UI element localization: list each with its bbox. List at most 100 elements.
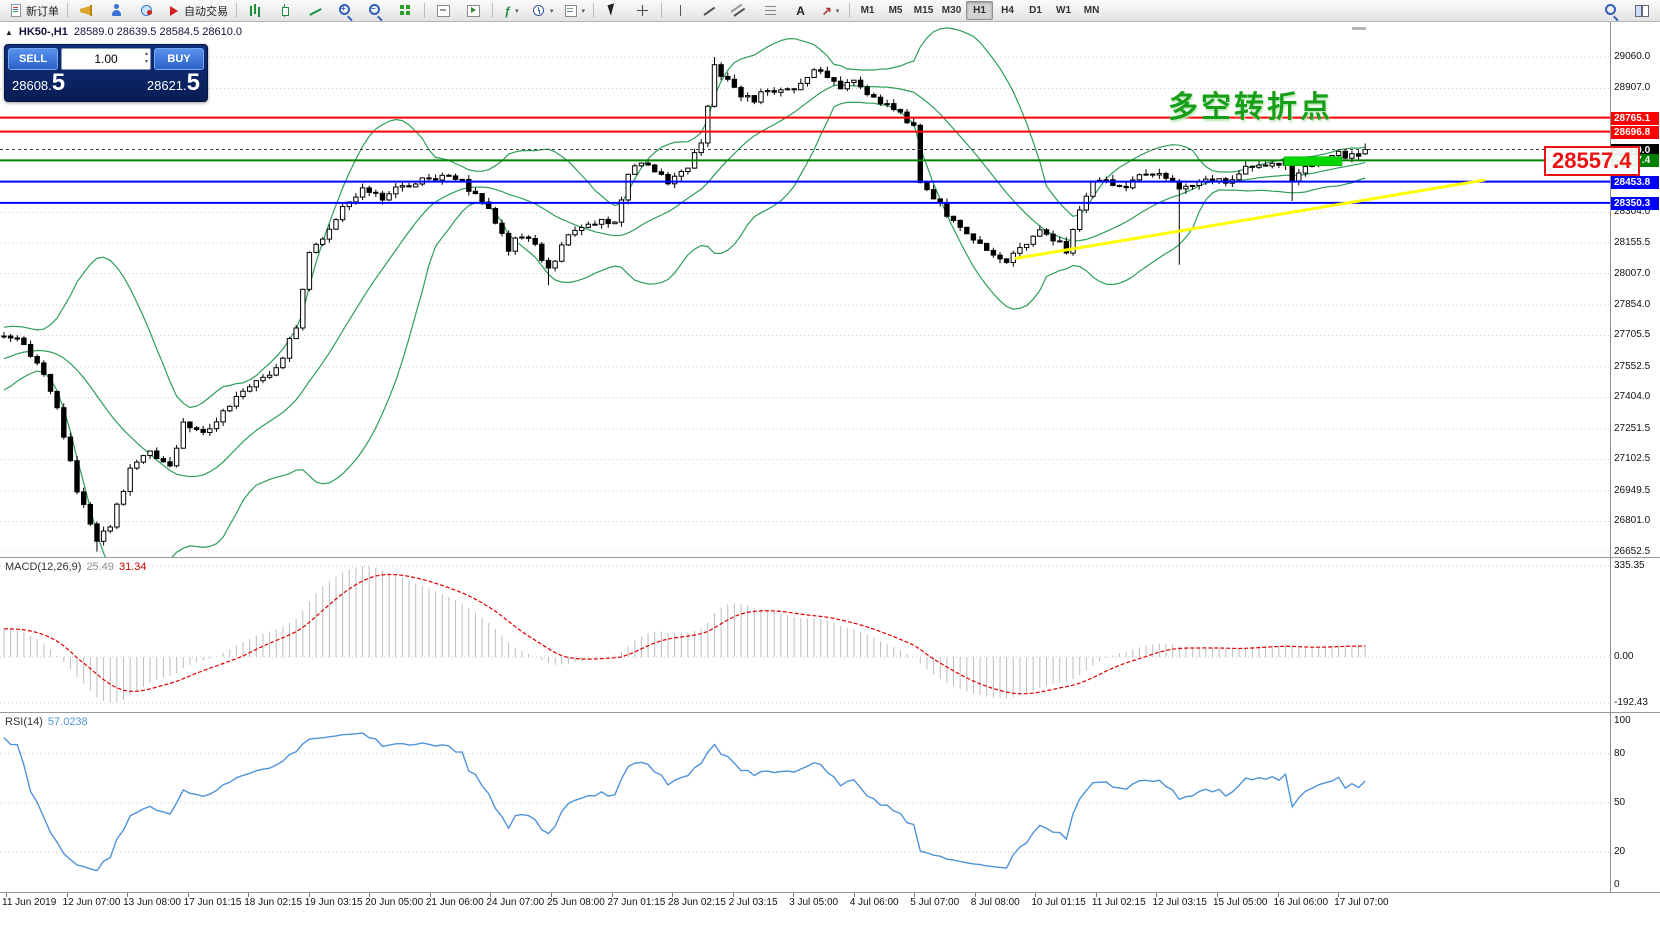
rsi-panel[interactable] bbox=[0, 713, 1610, 892]
zoom-out-icon[interactable]: − bbox=[361, 0, 390, 21]
collapse-trade-panel-icon[interactable]: ▲ bbox=[5, 27, 13, 37]
volume-spinner[interactable] bbox=[145, 50, 148, 66]
price-axis-label: 28907.0 bbox=[1614, 82, 1651, 94]
arrows-icon[interactable]: ↗ ▾ bbox=[821, 3, 840, 18]
price-axis-label: 27251.5 bbox=[1614, 422, 1651, 434]
price-axis-label: -192.43 bbox=[1614, 697, 1648, 708]
time-axis-label: 19 Jun 03:15 bbox=[304, 897, 363, 908]
chart-shift-marker[interactable] bbox=[1352, 27, 1366, 30]
time-tick bbox=[974, 893, 976, 897]
main-chart[interactable] bbox=[0, 22, 1610, 558]
time-tick bbox=[1035, 893, 1037, 897]
time-tick bbox=[127, 893, 129, 897]
toolbar-separator bbox=[593, 3, 595, 18]
tile-windows-icon bbox=[398, 3, 413, 18]
price-axis-label: 0 bbox=[1614, 879, 1620, 890]
price-axis-label: 26652.5 bbox=[1614, 546, 1651, 557]
candlestick-chart-icon[interactable] bbox=[271, 0, 300, 21]
timeframe-d1-button[interactable]: D1 bbox=[1029, 5, 1042, 16]
time-tick bbox=[1095, 893, 1097, 897]
periods-icon[interactable]: ▾ bbox=[527, 0, 558, 21]
chart-shift-icon[interactable] bbox=[429, 0, 458, 21]
chart-title: ▲ HK50-,H1 28589.0 28639.5 28584.5 28610… bbox=[5, 26, 242, 38]
symbol-period-label: HK50-,H1 bbox=[18, 26, 68, 38]
fibonacci-icon[interactable] bbox=[756, 0, 785, 21]
time-axis-label: 18 Jun 02:15 bbox=[244, 897, 303, 908]
vertical-line-icon[interactable] bbox=[666, 0, 695, 21]
time-tick bbox=[66, 893, 68, 897]
line-chart-icon[interactable] bbox=[301, 0, 330, 21]
price-axis-label: 27552.5 bbox=[1614, 360, 1651, 372]
macd-panel[interactable] bbox=[0, 558, 1610, 712]
time-axis[interactable]: 11 Jun 2019 12 Jun 07:00 13 Jun 08:00 17 Ju… bbox=[0, 893, 1610, 915]
time-axis-label: 3 Jul 05:00 bbox=[789, 897, 839, 908]
profiles-icon[interactable] bbox=[102, 0, 131, 21]
tile-windows-icon[interactable] bbox=[391, 0, 420, 21]
new-order-button[interactable]: 新订单 bbox=[4, 0, 63, 21]
time-axis-label: 8 Jul 08:00 bbox=[970, 897, 1020, 908]
timeframe-m30-button[interactable]: M30 bbox=[941, 5, 962, 16]
spin-up-icon[interactable] bbox=[145, 50, 148, 58]
indicators-icon-dropdown[interactable]: ▾ bbox=[515, 7, 519, 15]
text-icon[interactable]: A bbox=[796, 3, 805, 18]
time-tick bbox=[187, 893, 189, 897]
buy-button[interactable]: BUY bbox=[154, 48, 204, 70]
time-tick bbox=[1217, 893, 1218, 897]
templates-icon[interactable]: ▾ bbox=[559, 0, 590, 21]
price-axis-label: 26801.0 bbox=[1614, 515, 1651, 527]
toolbar-separator bbox=[424, 3, 425, 18]
timeframe-h1-button[interactable]: H1 bbox=[966, 1, 994, 20]
trendline-icon[interactable] bbox=[696, 0, 725, 21]
time-axis-label: 28 Jun 02:15 bbox=[668, 897, 726, 908]
timeframe-mn-button[interactable]: MN bbox=[1083, 5, 1100, 16]
price-tag: 28453.8 bbox=[1611, 175, 1659, 189]
buy-price: 28621. 5 bbox=[146, 69, 200, 96]
volume-input[interactable] bbox=[62, 51, 150, 67]
cursor-icon[interactable] bbox=[598, 0, 627, 21]
fibonacci-icon bbox=[763, 3, 778, 18]
rsi-label: RSI(14) bbox=[5, 716, 43, 728]
auto-scroll-icon bbox=[466, 3, 481, 18]
periods-icon-dropdown[interactable]: ▾ bbox=[550, 7, 554, 15]
price-axis-label: 28007.0 bbox=[1614, 267, 1651, 279]
auto-scroll-icon[interactable] bbox=[459, 0, 488, 21]
time-axis-label: 11 Jul 02:15 bbox=[1091, 897, 1146, 908]
time-tick bbox=[308, 893, 310, 897]
time-tick bbox=[853, 893, 855, 897]
bar-chart-icon[interactable] bbox=[241, 0, 270, 21]
timeframe-m15-button[interactable]: M15 bbox=[913, 5, 934, 16]
templates-icon-dropdown[interactable]: ▾ bbox=[581, 7, 586, 15]
announcements-icon[interactable] bbox=[72, 0, 101, 21]
spin-down-icon[interactable] bbox=[145, 58, 148, 66]
timeframe-w1-button[interactable]: W1 bbox=[1056, 5, 1072, 16]
candlestick-chart-icon bbox=[278, 3, 293, 18]
volume-field[interactable] bbox=[61, 48, 151, 70]
macd-main-value: 25.49 bbox=[86, 561, 114, 573]
crosshair-icon[interactable] bbox=[628, 0, 657, 21]
time-tick bbox=[672, 893, 674, 897]
price-axis-label: 28155.5 bbox=[1614, 236, 1651, 248]
timeframe-h4-button[interactable]: H4 bbox=[1001, 5, 1014, 16]
time-tick bbox=[550, 893, 552, 897]
macd-signal-value: 31.34 bbox=[118, 561, 147, 573]
time-axis-label: 10 Jul 01:15 bbox=[1031, 897, 1086, 908]
macd-header: MACD(12,26,9) 25.49 31.34 bbox=[5, 561, 146, 573]
indicators-icon[interactable]: ƒ ▾ bbox=[504, 3, 519, 18]
timeframe-m1-button[interactable]: M1 bbox=[860, 5, 875, 16]
time-tick bbox=[793, 893, 795, 897]
panel-divider[interactable] bbox=[0, 557, 1660, 558]
annotation-turning-point: 多空转折点 bbox=[1168, 91, 1333, 124]
timeframe-m5-button[interactable]: M5 bbox=[888, 5, 903, 16]
autotrade-button[interactable]: 自动交易 bbox=[162, 0, 232, 21]
time-tick bbox=[611, 893, 613, 897]
panels-icon[interactable] bbox=[1627, 0, 1656, 21]
time-axis-label: 16 Jul 06:00 bbox=[1273, 897, 1329, 908]
sell-button[interactable]: SELL bbox=[8, 48, 58, 70]
panel-divider[interactable] bbox=[0, 892, 1660, 893]
zoom-in-icon[interactable]: + bbox=[331, 0, 360, 21]
community-icon[interactable] bbox=[132, 0, 161, 21]
panel-divider[interactable] bbox=[0, 712, 1660, 713]
equidistant-channel-icon[interactable] bbox=[726, 0, 755, 21]
search-icon[interactable] bbox=[1597, 0, 1626, 21]
arrows-icon-dropdown[interactable]: ▾ bbox=[835, 7, 840, 15]
